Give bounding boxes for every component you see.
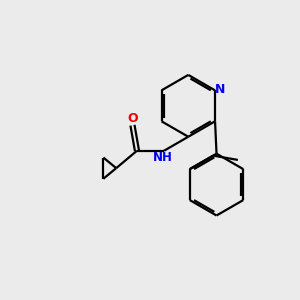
Text: NH: NH [153,151,172,164]
Text: N: N [215,83,226,96]
Text: O: O [127,112,138,125]
